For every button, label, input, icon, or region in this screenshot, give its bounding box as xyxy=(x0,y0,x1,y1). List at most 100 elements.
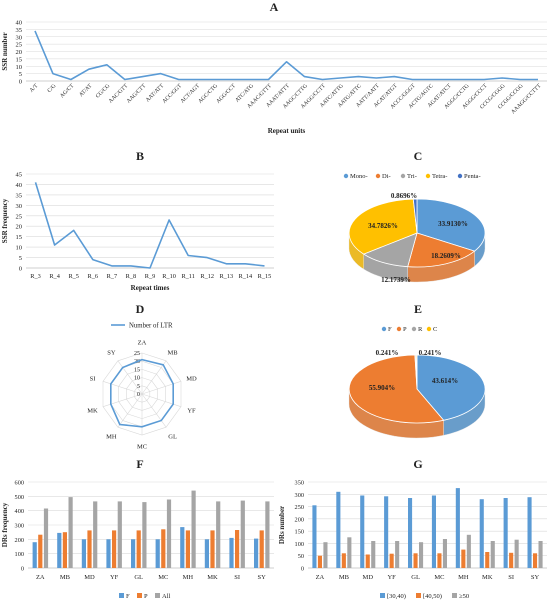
y-tick-label: 15 xyxy=(16,56,23,63)
bar xyxy=(360,495,365,568)
legend-marker xyxy=(343,173,349,179)
radar-tick-label: 10 xyxy=(134,376,140,382)
bar xyxy=(131,539,136,568)
bar xyxy=(180,527,185,568)
x-tick-label: AGG/CCT xyxy=(215,83,237,105)
bar xyxy=(216,501,221,568)
bar xyxy=(490,541,495,568)
bar xyxy=(514,539,519,568)
radar-category-label: YF xyxy=(187,408,196,415)
data-label: 0.241% xyxy=(419,349,442,357)
bar xyxy=(265,501,270,568)
y-tick-label: 50 xyxy=(298,553,304,560)
bar xyxy=(341,553,346,568)
x-tick-label: YF xyxy=(387,574,396,581)
x-tick-label: YF xyxy=(110,574,119,581)
y-tick-label: 40 xyxy=(16,182,23,189)
bar xyxy=(442,539,447,568)
panel-title-g: G xyxy=(413,457,422,471)
legend-marker xyxy=(411,326,417,332)
data-label: 18.2609% xyxy=(431,252,461,260)
radar-spoke xyxy=(102,393,143,407)
x-tick-label: ZA xyxy=(316,574,325,581)
x-tick-label: AAG/CTT xyxy=(126,83,148,105)
legend-label: P xyxy=(403,326,407,333)
x-tick-label: CG/CG xyxy=(95,83,111,99)
y-tick-label: 150 xyxy=(295,529,304,536)
y-tick-label: 10 xyxy=(16,245,23,252)
bar xyxy=(191,490,196,568)
bar xyxy=(43,508,49,568)
bar xyxy=(371,541,376,568)
legend-marker xyxy=(396,326,402,332)
bar xyxy=(461,549,466,568)
bar xyxy=(347,537,352,568)
bar xyxy=(466,534,471,568)
bar xyxy=(419,542,424,568)
x-tick-label: C/G xyxy=(47,83,58,94)
bar xyxy=(336,491,341,568)
bar xyxy=(479,499,484,568)
panel-title-b: B xyxy=(136,149,144,163)
x-tick-label: GL xyxy=(134,574,143,581)
pie-slice xyxy=(348,354,445,424)
x-tick-label: R_10 xyxy=(162,273,176,280)
legend-label: [40,50) xyxy=(423,593,442,600)
x-tick-label: R_8 xyxy=(126,273,137,280)
bar xyxy=(38,534,43,568)
bar xyxy=(93,501,98,568)
data-label: 34.7826% xyxy=(368,222,398,230)
y-axis-title: DRs frequency xyxy=(1,502,9,547)
y-tick-label: 35 xyxy=(16,192,23,199)
bar xyxy=(538,541,543,568)
y-tick-label: 300 xyxy=(15,523,24,530)
bar xyxy=(112,530,117,568)
bar xyxy=(317,555,322,568)
panel-title-c: C xyxy=(414,149,423,163)
bar xyxy=(485,552,490,568)
y-tick-label: 100 xyxy=(15,551,24,558)
bar xyxy=(136,530,141,568)
legend-marker xyxy=(416,593,421,598)
series-line xyxy=(110,358,174,428)
data-label: 55.904% xyxy=(369,384,395,392)
bar xyxy=(204,539,209,568)
x-tick-label: MK xyxy=(207,574,218,581)
x-tick-label: R_7 xyxy=(107,273,118,280)
legend-label: Number of LTR xyxy=(129,323,173,330)
bar xyxy=(503,498,508,568)
y-tick-label: 200 xyxy=(15,537,24,544)
bar xyxy=(533,553,538,568)
x-tick-label: MH xyxy=(458,574,469,581)
y-tick-label: 0 xyxy=(21,566,24,573)
y-tick-label: 0 xyxy=(19,266,22,273)
legend-label: Tri- xyxy=(407,173,417,180)
x-tick-label: SI xyxy=(234,574,240,581)
y-tick-label: 400 xyxy=(15,508,24,515)
y-tick-label: 15 xyxy=(16,234,23,241)
bar xyxy=(62,532,67,568)
bar xyxy=(431,495,436,568)
y-tick-label: 600 xyxy=(15,480,24,487)
legend-label: Mono- xyxy=(350,173,368,180)
bar xyxy=(185,530,190,568)
y-tick-label: 200 xyxy=(295,516,304,523)
panel-title-a: A xyxy=(270,0,279,14)
panel-e: E F P R C 43.614% 55.904% 0.241% 0.241% xyxy=(348,302,486,439)
y-tick-label: 0 xyxy=(19,79,22,86)
data-label: 33.9130% xyxy=(438,220,468,228)
panel-title-f: F xyxy=(136,457,143,471)
series-line xyxy=(34,30,538,81)
bar xyxy=(166,499,172,568)
data-label: 43.614% xyxy=(432,377,458,385)
bar xyxy=(235,530,240,568)
bar xyxy=(142,502,147,568)
x-axis-title: Repeat times xyxy=(131,284,170,292)
panel-c: C Mono- Di- Tri- Tetra- Penta- 33.9130% 18.2609… xyxy=(343,149,486,284)
panel-title-d: D xyxy=(136,302,145,316)
legend-label: Penta- xyxy=(464,173,481,180)
data-label: 12.1739% xyxy=(381,276,411,284)
x-tick-label: R_5 xyxy=(68,273,79,280)
bar xyxy=(389,553,394,568)
pie-slice xyxy=(416,354,486,421)
